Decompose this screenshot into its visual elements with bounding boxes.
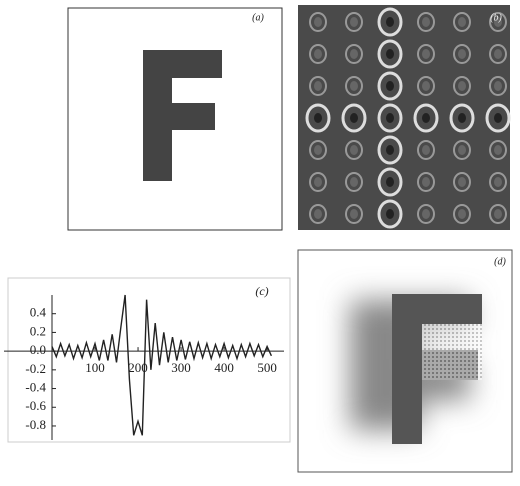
spot-core (494, 209, 502, 219)
spot-core (494, 113, 502, 123)
spot-core (458, 17, 466, 27)
spot-core (386, 177, 394, 187)
page: {"panels": [{"label": "(a)"}, {"label": … (0, 0, 520, 486)
panel-label: (a) (252, 12, 264, 23)
spot-core (422, 17, 430, 27)
spot-core (422, 81, 430, 91)
x-tick-label: 300 (171, 360, 191, 375)
spot-core (386, 17, 394, 27)
y-tick-label: 0.0 (30, 342, 46, 357)
spot-core (350, 177, 358, 187)
spot-core (458, 209, 466, 219)
spot-core (350, 209, 358, 219)
spot-core (314, 177, 322, 187)
x-tick-label: 400 (214, 360, 234, 375)
spot-core (458, 113, 466, 123)
spot-core (494, 177, 502, 187)
spot-core (350, 113, 358, 123)
spot-core (494, 81, 502, 91)
spot-core (458, 49, 466, 59)
spot-core (350, 17, 358, 27)
spot-core (386, 113, 394, 123)
y-tick-label: -0.4 (25, 380, 46, 395)
panel-label: (d) (494, 256, 506, 267)
chart: 0.40.20.0-0.2-0.4-0.6-0.8100200300400500 (4, 295, 284, 440)
texture (422, 324, 482, 380)
panel-c (8, 278, 290, 442)
spot-core (314, 17, 322, 27)
spot-core (422, 49, 430, 59)
annotation: (c) (255, 284, 268, 298)
spot-core (386, 209, 394, 219)
spot-core (386, 145, 394, 155)
y-tick-label: -0.6 (25, 398, 46, 413)
spot-core (314, 81, 322, 91)
spot-core (422, 113, 430, 123)
y-tick-label: 0.2 (30, 323, 46, 338)
spot-core (314, 209, 322, 219)
y-tick-label: -0.2 (25, 361, 46, 376)
spot-core (458, 177, 466, 187)
spot-core (494, 49, 502, 59)
x-tick-label: 100 (85, 360, 105, 375)
spot-core (314, 49, 322, 59)
panel-b (298, 5, 510, 230)
spot-core (314, 145, 322, 155)
y-tick-label: 0.4 (30, 305, 47, 320)
spot-core (314, 113, 322, 123)
x-tick-label: 500 (257, 360, 277, 375)
spot-core (386, 49, 394, 59)
spot-core (422, 209, 430, 219)
spot-core (458, 145, 466, 155)
spot-core (422, 145, 430, 155)
y-tick-label: -0.8 (25, 417, 46, 432)
spot-core (350, 145, 358, 155)
figure: (a) (b) (d) (c) 0.4 0.2 0.0 -0.2 -0.4 -0.6 -0.… (0, 0, 520, 486)
spot-core (422, 177, 430, 187)
spot-core (350, 49, 358, 59)
spot-core (386, 81, 394, 91)
spot-core (494, 145, 502, 155)
spot-core (458, 81, 466, 91)
panel-label: (b) (490, 12, 502, 23)
spot-core (350, 81, 358, 91)
